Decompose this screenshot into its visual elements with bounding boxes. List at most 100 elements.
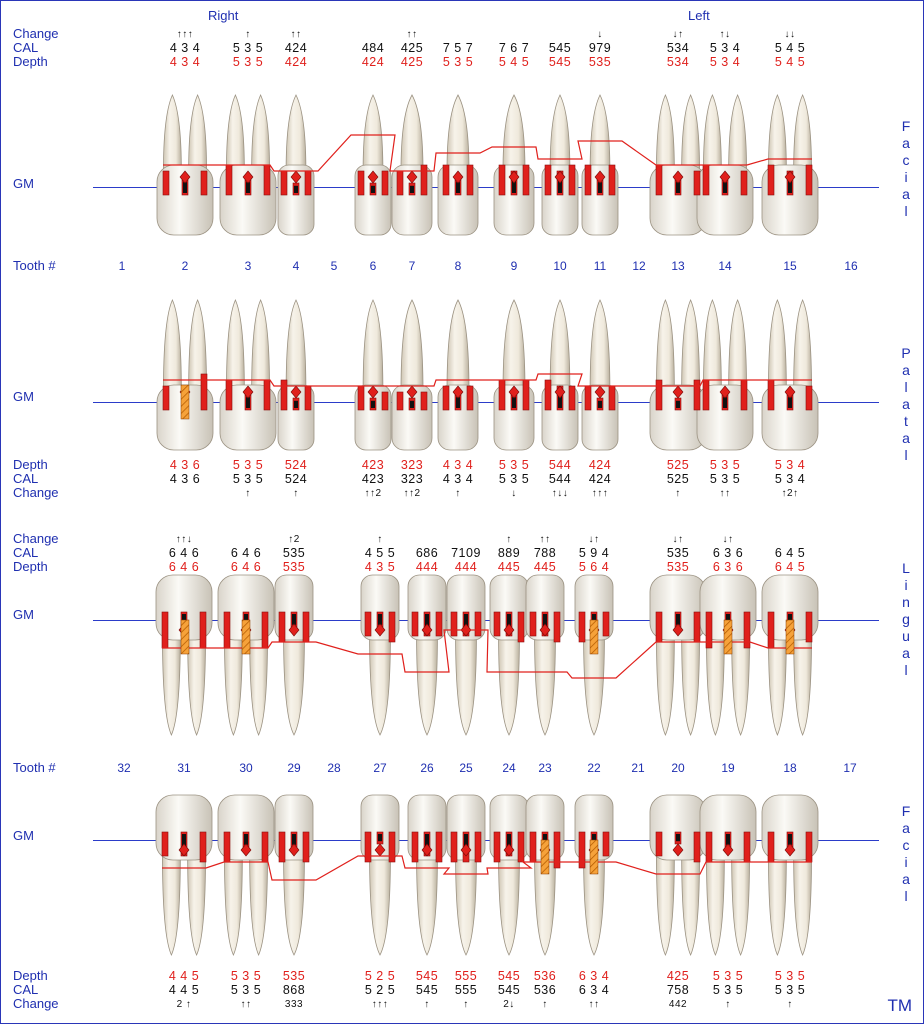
probing-depth-bar	[304, 385, 312, 411]
lower-lingual-cal-value: 788	[533, 546, 557, 560]
tooth	[761, 574, 819, 736]
lower-facial-cal-value: 4 4 5	[168, 983, 200, 997]
tooth-root	[502, 299, 526, 392]
lower-lingual-depth-value: 535	[282, 560, 306, 574]
cal-label: CAL	[13, 40, 39, 55]
cal-marker	[676, 182, 680, 193]
gm-diamond	[288, 623, 300, 637]
probing-depth-bar	[442, 164, 450, 196]
probing-depth-bar	[608, 164, 616, 196]
tooth-number: 2	[181, 259, 189, 273]
lower-facial-cal-value: 555	[454, 983, 478, 997]
gm-diamond	[240, 843, 252, 857]
gm-diamond	[290, 170, 302, 184]
change-label: Change	[13, 485, 59, 500]
tooth	[761, 794, 819, 956]
tooth-number: 23	[538, 761, 552, 775]
lower-facial-depth-value: 4 4 5	[168, 969, 200, 983]
probing-depth-bar	[396, 391, 404, 411]
lower-facial-depth-value: 555	[454, 969, 478, 983]
tooth-root	[226, 94, 245, 172]
tooth-root	[400, 94, 424, 172]
gm-diamond	[672, 170, 684, 184]
lower-facial-change-value: ↑↑	[588, 999, 600, 1010]
probing-depth-bar	[544, 164, 552, 196]
cal-marker	[512, 178, 516, 193]
probing-depth-bar	[200, 373, 208, 411]
tooth-number: 7	[408, 259, 416, 273]
tooth	[274, 574, 314, 736]
lower-lingual-cal-value: 535	[666, 546, 690, 560]
tooth-number-label: Tooth #	[13, 258, 56, 273]
gm-diamond	[406, 385, 418, 399]
tooth-number: 32	[117, 761, 131, 775]
tooth	[277, 94, 315, 236]
gm-diamond	[374, 623, 386, 637]
tooth-root	[681, 633, 700, 736]
tooth-root	[549, 299, 571, 392]
upper-palatal-cal-value: 5 3 5	[232, 472, 264, 486]
cal-label: CAL	[13, 545, 39, 560]
tooth-root	[589, 299, 611, 392]
probing-depth-bar	[544, 379, 552, 411]
tooth-number: 24	[502, 761, 516, 775]
upper-facial-cal-value: 545	[548, 41, 572, 55]
probing-depth-bar	[602, 611, 610, 637]
tooth	[354, 94, 392, 236]
probing-depth-bar	[655, 831, 663, 857]
furcation-marker	[589, 839, 599, 875]
tooth-number: 15	[783, 259, 797, 273]
upper-facial-depth-value: 425	[400, 55, 424, 69]
cal-marker	[558, 393, 562, 408]
lower-facial-cal-value: 5 2 5	[364, 983, 396, 997]
tooth-root	[446, 299, 470, 392]
gm-diamond	[367, 170, 379, 184]
tooth-crown	[761, 794, 819, 861]
probing-depth-bar	[200, 170, 208, 196]
tooth-number: 10	[553, 259, 567, 273]
gm-label: GM	[13, 607, 34, 622]
attachment-level-line	[162, 629, 812, 679]
gm-diamond	[421, 623, 433, 637]
tooth-root	[793, 853, 812, 956]
upper-palatal-change-value: ↑↑↑	[591, 488, 609, 499]
upper-facial-cal-value: 5 3 4	[709, 41, 741, 55]
lower-lingual-depth-value: 5 6 4	[578, 560, 610, 574]
cal-marker	[788, 178, 792, 193]
upper-palatal-change-value: ↑2↑	[781, 488, 799, 499]
probing-depth-bar	[529, 611, 537, 637]
gm-diamond	[290, 385, 302, 399]
probing-depth-bar	[466, 164, 474, 196]
tooth-root	[446, 94, 470, 172]
tooth-crown	[699, 794, 757, 861]
lower-lingual-depth-value: 535	[666, 560, 690, 574]
upper-palatal-cal-value: 525	[666, 472, 690, 486]
upper-palatal-change-value: ↓	[511, 488, 517, 499]
cal-marker	[592, 834, 596, 845]
tooth-crown	[217, 794, 275, 861]
lower-facial-change-value: ↑	[725, 999, 731, 1010]
lower-facial-cal-value: 536	[533, 983, 557, 997]
tooth-crown	[696, 384, 754, 451]
probing-depth-bar	[743, 611, 751, 649]
tooth-number: 13	[671, 259, 685, 273]
lower-facial-depth-value: 545	[415, 969, 439, 983]
probing-depth-bar	[161, 831, 169, 857]
probing-depth-bar	[199, 831, 207, 863]
upper-facial-cal-value: 7 5 7	[442, 41, 474, 55]
tooth	[489, 574, 529, 736]
gm-diamond	[406, 170, 418, 184]
change-label: Change	[13, 996, 59, 1011]
probing-depth-bar	[655, 164, 663, 196]
furcation-marker	[180, 619, 190, 655]
upper-palatal-depth-value: 4 3 4	[442, 458, 474, 472]
probing-depth-bar	[381, 170, 389, 196]
upper-facial-cal-value: 425	[400, 41, 424, 55]
upper-palatal-cal-value: 4 3 4	[442, 472, 474, 486]
gm-diamond	[242, 385, 254, 399]
tooth-root	[187, 633, 206, 736]
tooth-root	[162, 633, 181, 736]
cal-marker	[464, 614, 468, 629]
